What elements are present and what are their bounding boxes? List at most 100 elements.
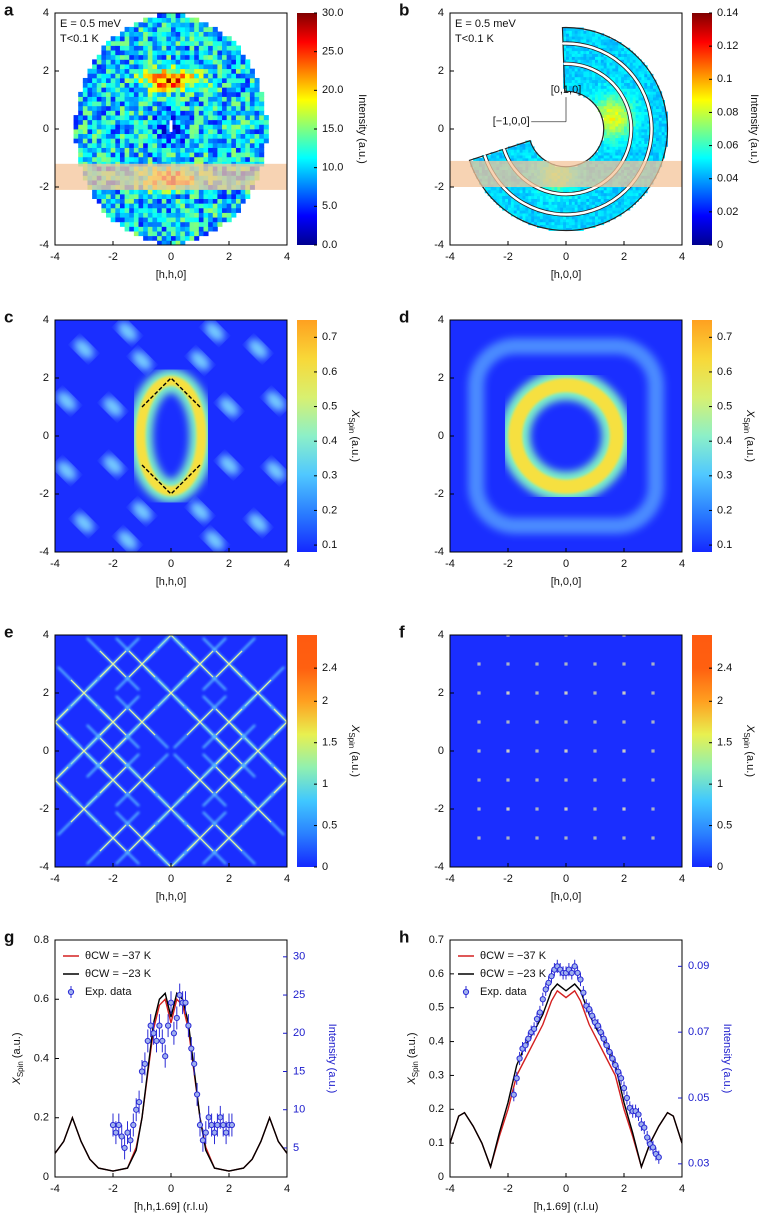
heatmap-cell (227, 83, 232, 88)
heatmap-cell (152, 36, 157, 41)
heatmap-cell (607, 129, 610, 132)
heatmap-cell (624, 83, 627, 86)
heatmap-cell (176, 78, 181, 83)
heatmap-cell (569, 204, 572, 207)
heatmap-cell (185, 236, 190, 241)
heatmap-cell (129, 45, 134, 50)
heatmap-cell (203, 138, 208, 143)
heatmap-cell (595, 86, 598, 89)
y-tick-label: 0.3 (429, 1069, 444, 1081)
y-tick-label: 4 (43, 629, 49, 641)
heatmap-cell (120, 115, 125, 120)
heatmap-cell (152, 120, 157, 125)
heatmap-cell (115, 64, 120, 69)
heatmap-cell (134, 83, 139, 88)
heatmap-cell (639, 190, 642, 193)
heatmap-cell (549, 202, 552, 205)
heatmap-cell (618, 103, 621, 106)
field-dot (651, 720, 654, 723)
heatmap-cell (236, 199, 241, 204)
heatmap-cell (162, 157, 167, 162)
heatmap-cell (162, 45, 167, 50)
heatmap-cell (217, 92, 222, 97)
heatmap-cell (615, 138, 618, 141)
heatmap-cell (581, 80, 584, 83)
heatmap-cell (185, 41, 190, 46)
heatmap-cell (241, 199, 246, 204)
heatmap-cell (180, 59, 185, 64)
heatmap-cell (554, 204, 557, 207)
heatmap-cell (217, 152, 222, 157)
heatmap-cell (148, 110, 153, 115)
heatmap-cell (615, 48, 618, 51)
heatmap-cell (615, 202, 618, 205)
y-tick-label: -2 (434, 181, 444, 193)
heatmap-cell (575, 219, 578, 222)
x-tick-label: 2 (226, 1183, 232, 1195)
heatmap-cell (612, 149, 615, 152)
label-unit: (a.u.) (349, 751, 361, 777)
heatmap-cell (610, 97, 613, 100)
heatmap-cell (176, 203, 181, 208)
heatmap-cell (176, 106, 181, 111)
heatmap-cell (621, 74, 624, 77)
heatmap-cell (604, 144, 607, 147)
heatmap-cell (250, 134, 255, 139)
heatmap-cell (601, 97, 604, 100)
heatmap-cell (111, 59, 116, 64)
heatmap-cell (190, 22, 195, 27)
heatmap-cell (621, 71, 624, 74)
heatmap-cell (217, 157, 222, 162)
heatmap-cell (566, 74, 569, 77)
heatmap-cell (601, 109, 604, 112)
heatmap-cell (222, 217, 227, 222)
heatmap-cell (157, 64, 162, 69)
x-tick-label: -2 (108, 251, 118, 263)
heatmap-cell (166, 55, 171, 60)
heatmap-cell (586, 196, 589, 199)
heatmap-cell (199, 41, 204, 46)
heatmap-cell (222, 69, 227, 74)
heatmap-cell (236, 120, 241, 125)
heatmap-cell (241, 106, 246, 111)
heatmap-cell (639, 135, 642, 138)
heatmap-cell (83, 148, 88, 153)
heatmap-cell (659, 149, 662, 152)
heatmap-cell (607, 190, 610, 193)
heatmap-cell (222, 55, 227, 60)
heatmap-cell (595, 199, 598, 202)
heatmap-cell (496, 158, 499, 161)
heatmap-cell (566, 80, 569, 83)
heatmap-cell (610, 126, 613, 129)
heatmap-cell (143, 134, 148, 139)
heatmap-cell (528, 158, 531, 161)
heatmap-cell (583, 59, 586, 62)
heatmap-cell (162, 148, 167, 153)
heatmap-cell (595, 77, 598, 80)
heatmap-cell (139, 189, 144, 194)
heatmap (55, 13, 287, 245)
heatmap-cell (134, 106, 139, 111)
heatmap-cell (618, 132, 621, 135)
heatmap-cell (180, 55, 185, 60)
heatmap-cell (589, 219, 592, 222)
heatmap-cell (125, 55, 130, 60)
heatmap-cell (592, 219, 595, 222)
heatmap-cell (176, 27, 181, 32)
heatmap-cell (190, 64, 195, 69)
heatmap-cell (157, 213, 162, 218)
heatmap-cell (92, 59, 97, 64)
heatmap-cell (592, 216, 595, 219)
heatmap-cell (199, 208, 204, 213)
heatmap-cell (255, 87, 260, 92)
heatmap-cell (157, 148, 162, 153)
heatmap-cell (607, 187, 610, 190)
heatmap-cell (531, 210, 534, 213)
data-point (160, 1038, 165, 1043)
heatmap-cell (180, 97, 185, 102)
heatmap-cell (517, 152, 520, 155)
heatmap-cell (217, 189, 222, 194)
x-tick-label: 0 (168, 1183, 174, 1195)
heatmap-cell (208, 110, 213, 115)
heatmap-cell (560, 225, 563, 228)
